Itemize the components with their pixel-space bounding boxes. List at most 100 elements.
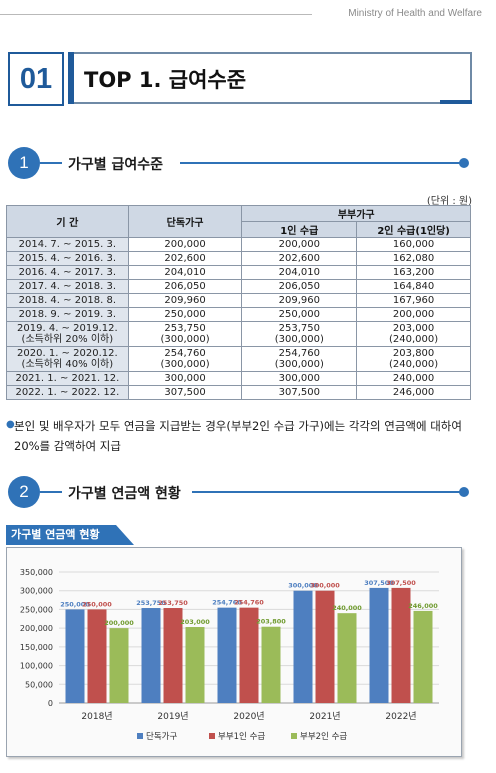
data-label: 240,000 [332,604,362,612]
table-row: 2021. 1. ~ 2021. 12. 300,000 300,000 240… [6,371,471,386]
section-2-number: 2 [8,476,40,508]
section-1-line-right [180,162,462,164]
one-cell: 206,050 [241,279,358,294]
two-cell: 240,000 [356,371,471,386]
one-sub: (300,000) [274,334,324,345]
y-tick-label: 250,000 [20,605,53,614]
bar [87,609,107,703]
one-sub: (300,000) [274,359,324,370]
period-cell: 2020. 1. ~ 2020.12. (소득하위 40% 이하) [6,346,129,372]
table-row: 2022. 1. ~ 2022. 12. 307,500 307,500 246… [6,385,471,400]
legend-label: 부부2인 수급 [300,731,347,742]
single-cell: 307,500 [127,385,243,400]
bar [391,587,411,703]
two-cell: 160,000 [356,237,471,252]
two-cell: 203,800 (240,000) [356,346,471,372]
bar [315,590,335,703]
y-tick-label: 300,000 [20,587,53,596]
single-main: 254,760 [164,348,206,359]
single-cell: 200,000 [127,237,243,252]
note-text: 본인 및 배우자가 모두 연금을 지급받는 경우(부부2인 수급 가구)에는 각… [14,419,462,453]
bar [141,608,161,703]
title-accent-vertical [68,52,74,104]
section-1-title: 가구별 급여수준 [68,157,164,173]
one-cell: 204,010 [241,265,358,280]
two-main: 203,000 [392,323,435,334]
x-tick-label: 2020년 [233,711,264,722]
two-sub: (240,000) [389,334,439,345]
period-cell: 2014. 7. ~ 2015. 3. [6,237,129,252]
table-row: 2014. 7. ~ 2015. 3. 200,000 200,000 160,… [6,237,471,252]
table-row: 2017. 4. ~ 2018. 3. 206,050 206,050 164,… [6,279,471,294]
single-cell: 253,750 (300,000) [127,321,243,347]
period-sub: (소득하위 20% 이하) [21,334,114,345]
section-2-end-dot [459,487,469,497]
bar [185,627,205,703]
section-1-end-dot [459,158,469,168]
y-tick-label: 150,000 [20,643,53,652]
two-main: 203,800 [392,348,435,359]
period-main: 2019. 4. ~ 2019.12. [17,323,118,334]
data-label: 200,000 [104,619,134,627]
one-main: 254,760 [278,348,320,359]
legend-swatch [209,733,215,739]
data-label: 203,000 [180,618,210,626]
single-sub: (300,000) [160,334,210,345]
two-cell: 163,200 [356,265,471,280]
chart-tab: 가구별 연금액 현황 [6,525,134,545]
one-cell: 250,000 [241,307,358,322]
table-row: 2018. 4. ~ 2018. 8. 209,960 209,960 167,… [6,293,471,308]
y-tick-label: 350,000 [20,568,53,577]
chapter-title-frame [68,52,472,104]
bar [293,590,313,703]
single-main: 253,750 [164,323,206,334]
data-label: 250,000 [82,600,112,608]
bar [369,587,389,703]
data-label: 250,000 [60,600,90,608]
data-label: 254,760 [212,599,242,607]
header-couple-one: 1인 수급 [241,221,358,238]
chart-container: 0 50,000 100,000 150,000 200,000 250,000 300,0… [6,547,462,757]
one-cell: 253,750 (300,000) [241,321,358,347]
y-tick-label: 200,000 [20,624,53,633]
period-cell: 2021. 1. ~ 2021. 12. [6,371,129,386]
bar [163,608,183,703]
data-label: 307,500 [386,579,416,587]
pension-bar-chart: 0 50,000 100,000 150,000 200,000 250,000 300,0… [20,568,439,742]
header-single: 단독가구 [127,205,243,238]
single-sub: (300,000) [160,359,210,370]
data-label: 300,000 [310,582,340,590]
x-tick-label: 2019년 [157,711,188,722]
two-cell: 162,080 [356,251,471,266]
data-label: 253,750 [158,599,188,607]
one-cell: 307,500 [241,385,358,400]
legend-label: 부부1인 수급 [218,731,265,742]
period-main: 2020. 1. ~ 2020.12. [17,348,118,359]
table-row: 2016. 4. ~ 2017. 3. 204,010 204,010 163,… [6,265,471,280]
table-row: 2018. 9. ~ 2019. 3. 250,000 250,000 200,… [6,307,471,322]
title-accent-horizontal [440,100,472,104]
period-cell: 2015. 4. ~ 2016. 3. [6,251,129,266]
data-label: 307,500 [364,579,394,587]
single-cell: 254,760 (300,000) [127,346,243,372]
bar [337,613,357,703]
legend-swatch [137,733,143,739]
single-cell: 250,000 [127,307,243,322]
header-couple: 부부가구 [241,205,471,222]
section-1-line-left [40,162,62,164]
one-cell: 200,000 [241,237,358,252]
ministry-name: Ministry of Health and Welfare [348,8,482,19]
period-cell: 2019. 4. ~ 2019.12. (소득하위 20% 이하) [6,321,129,347]
table-row: 2015. 4. ~ 2016. 3. 202,600 202,600 162,… [6,251,471,266]
data-label: 253,750 [136,599,166,607]
data-label: 246,000 [408,602,438,610]
header-divider [0,14,312,15]
x-tick-label: 2022년 [385,711,416,722]
chapter-number-box: 01 [8,52,64,106]
single-cell: 300,000 [127,371,243,386]
x-tick-label: 2018년 [81,711,112,722]
one-cell: 300,000 [241,371,358,386]
two-cell: 164,840 [356,279,471,294]
chapter-number: 01 [19,63,53,95]
header-couple-two: 2인 수급(1인당) [356,221,471,238]
